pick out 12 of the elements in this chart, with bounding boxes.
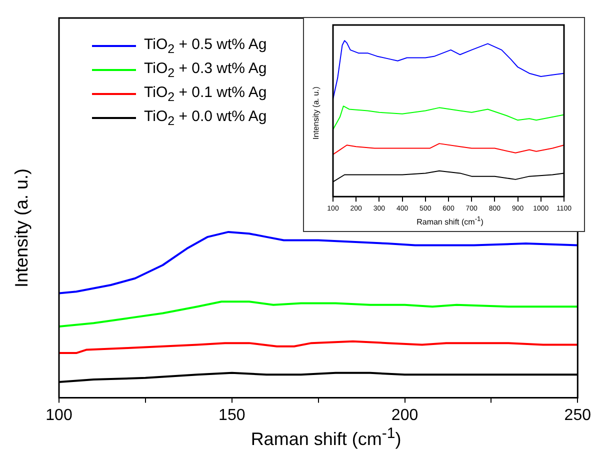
x-tick-label: 150 xyxy=(218,406,246,424)
x-tick-label: 200 xyxy=(391,406,418,424)
legend-label: TiO$_{2}$ + 0.5 wt% Ag xyxy=(144,36,267,56)
x-axis-title: Raman shift (cm$^{-1}$) xyxy=(416,216,484,227)
legend-label: TiO$_{2}$ + 0.1 wt% Ag xyxy=(144,84,267,104)
x-tick-label: 250 xyxy=(564,406,592,424)
y-axis-title: Intensity (a. u.) xyxy=(12,168,32,288)
y-axis-title: Intensity (a. u.) xyxy=(312,86,320,140)
x-axis-title: Raman shift (cm$^{-1}$) xyxy=(250,425,402,450)
x-tick-label: 100 xyxy=(46,406,72,424)
legend-label: TiO$_{2}$ + 0.0 wt% Ag xyxy=(144,108,267,128)
legend-label: TiO$_{2}$ + 0.3 wt% Ag xyxy=(144,60,267,80)
